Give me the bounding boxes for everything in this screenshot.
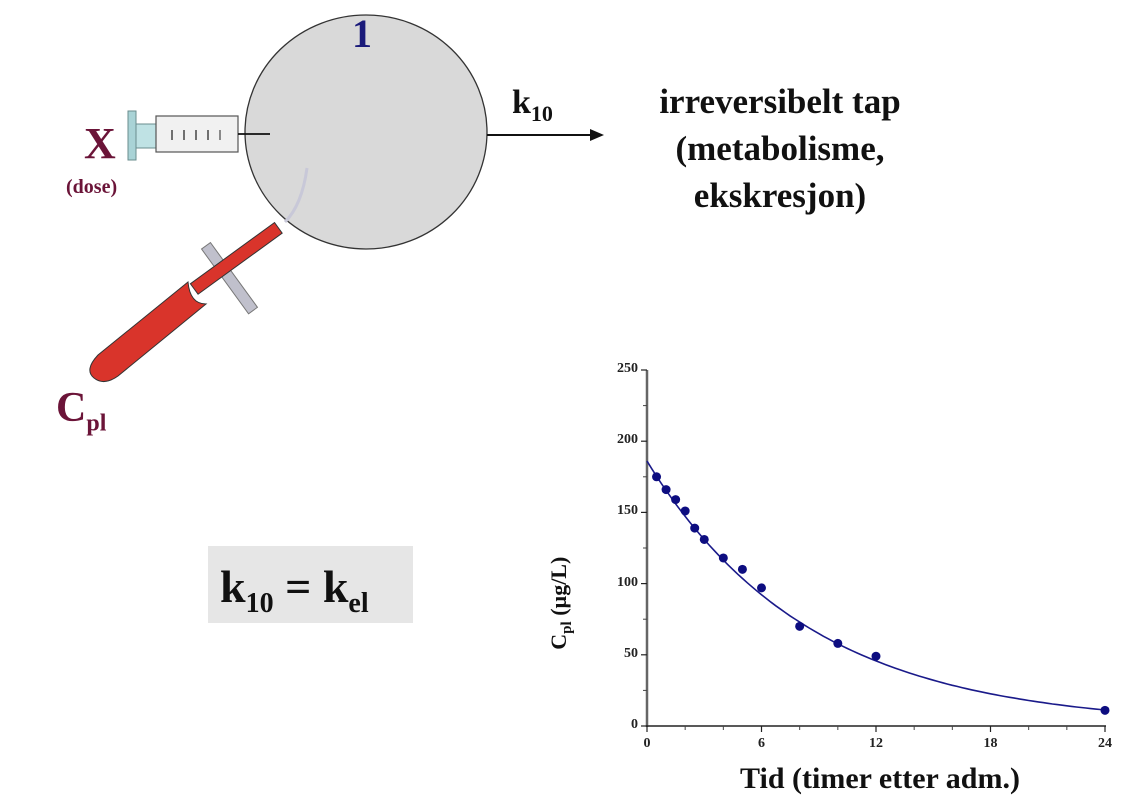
- y-tick-label: 50: [624, 645, 638, 661]
- eq-lhs: k: [220, 561, 246, 612]
- fitted-curve: [646, 460, 1106, 711]
- k-main: k: [512, 84, 531, 121]
- blood-sample-tube-icon: [89, 221, 283, 382]
- x-tick-label: 12: [869, 736, 883, 751]
- y-tick-label: 150: [617, 503, 638, 519]
- ylabel-main: C: [545, 633, 571, 650]
- chart-axes: [641, 369, 1106, 732]
- y-tick-label: 200: [617, 432, 638, 448]
- eq-lhs-sub: 10: [245, 588, 274, 620]
- data-point: [652, 472, 662, 482]
- data-point: [699, 534, 709, 544]
- data-point: [1100, 705, 1110, 715]
- eq-rhs: k: [322, 561, 349, 612]
- plasma-concentration-label: Cpl: [56, 384, 106, 437]
- catheter-line: [283, 167, 309, 224]
- x-tick-label: 6: [758, 736, 765, 751]
- cpl-sub: pl: [86, 410, 107, 437]
- loss-line-1: irreversibelt tap: [659, 82, 901, 121]
- ylabel-unit: (µg/L): [545, 556, 571, 622]
- y-tick-label: 0: [631, 717, 638, 732]
- compartment-number: 1: [352, 11, 372, 56]
- y-tick-label: 100: [617, 574, 638, 590]
- eq-rhs-sub: el: [348, 588, 369, 620]
- equation: k10 = kel: [220, 560, 369, 620]
- loss-line-2: (metabolisme,: [675, 129, 885, 168]
- cpl-main: C: [56, 385, 87, 431]
- elimination-description: irreversibelt tap (metabolisme, ekskresj…: [600, 78, 960, 219]
- data-point: [833, 638, 843, 648]
- eq-op: =: [273, 561, 323, 612]
- data-point: [661, 485, 671, 495]
- ylabel-sub: pl: [559, 621, 576, 634]
- data-point: [671, 495, 681, 505]
- compartment-circle: [244, 14, 488, 250]
- data-point: [737, 564, 747, 574]
- data-point: [690, 523, 700, 533]
- equation-box: [208, 546, 413, 623]
- data-point: [871, 651, 881, 661]
- x-tick-label: 18: [983, 736, 998, 751]
- dose-symbol: X: [84, 119, 116, 168]
- chart-x-axis-label: Tid (timer etter adm.): [740, 762, 1020, 795]
- data-point: [718, 553, 728, 563]
- y-tick-label: 250: [617, 361, 638, 376]
- dose-label: (dose): [66, 176, 118, 198]
- k-sub: 10: [530, 100, 553, 126]
- data-points: [652, 472, 1110, 715]
- elimination-arrow: [487, 129, 604, 141]
- rate-constant-label: k10: [512, 84, 553, 127]
- loss-line-3: ekskresjon): [693, 176, 867, 215]
- data-point: [757, 583, 766, 593]
- syringe-icon: [127, 110, 270, 161]
- chart-y-axis-label: Cpl (µg/L): [546, 518, 576, 688]
- data-point: [795, 621, 805, 631]
- data-point: [680, 506, 690, 516]
- x-tick-label: 0: [643, 736, 651, 751]
- x-tick-label: 24: [1098, 736, 1112, 751]
